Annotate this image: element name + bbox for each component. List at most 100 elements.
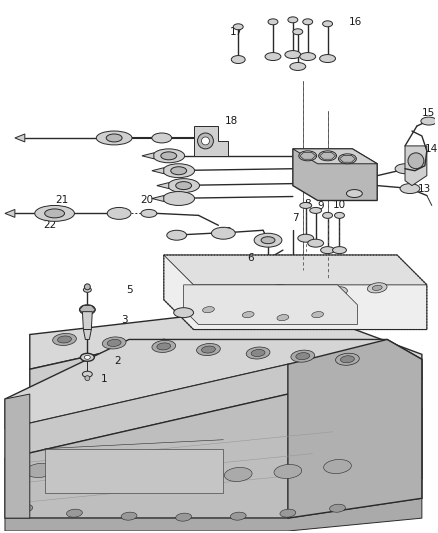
Ellipse shape: [254, 233, 282, 247]
Ellipse shape: [121, 512, 137, 520]
Ellipse shape: [421, 117, 437, 125]
Text: 5: 5: [126, 285, 132, 295]
Polygon shape: [5, 209, 15, 217]
Bar: [45, 449, 223, 494]
Text: 22: 22: [43, 220, 56, 230]
Ellipse shape: [107, 207, 131, 220]
Text: 15: 15: [422, 108, 435, 118]
Ellipse shape: [125, 470, 153, 483]
Ellipse shape: [163, 191, 194, 205]
Polygon shape: [164, 255, 427, 329]
Ellipse shape: [296, 353, 310, 360]
Ellipse shape: [153, 149, 185, 163]
Polygon shape: [157, 183, 169, 189]
Ellipse shape: [310, 207, 321, 213]
Ellipse shape: [395, 164, 415, 174]
Ellipse shape: [290, 62, 306, 70]
Polygon shape: [164, 255, 427, 285]
Polygon shape: [5, 340, 422, 429]
Ellipse shape: [299, 151, 317, 161]
Ellipse shape: [176, 513, 191, 521]
Text: 12: 12: [408, 161, 421, 171]
Ellipse shape: [212, 227, 235, 239]
Ellipse shape: [197, 343, 220, 356]
Ellipse shape: [268, 19, 278, 25]
Ellipse shape: [336, 353, 359, 365]
Text: 14: 14: [425, 144, 438, 154]
Ellipse shape: [175, 470, 202, 483]
Polygon shape: [405, 146, 427, 185]
Polygon shape: [339, 155, 355, 162]
Ellipse shape: [96, 131, 132, 145]
Ellipse shape: [152, 341, 176, 352]
Text: 1: 1: [101, 374, 108, 384]
Ellipse shape: [57, 336, 71, 343]
Ellipse shape: [79, 305, 95, 314]
Ellipse shape: [53, 334, 76, 345]
Polygon shape: [293, 149, 377, 200]
Ellipse shape: [291, 350, 314, 362]
Ellipse shape: [167, 230, 187, 240]
Text: 21: 21: [55, 196, 68, 206]
Ellipse shape: [273, 287, 283, 293]
Ellipse shape: [157, 343, 171, 350]
Ellipse shape: [321, 247, 335, 254]
Circle shape: [85, 284, 90, 290]
Ellipse shape: [82, 371, 92, 377]
Ellipse shape: [328, 287, 347, 297]
Ellipse shape: [324, 459, 351, 473]
Ellipse shape: [174, 308, 194, 318]
Ellipse shape: [246, 347, 270, 359]
Text: 2: 2: [114, 356, 120, 366]
Text: 11: 11: [354, 188, 367, 198]
Ellipse shape: [288, 17, 298, 23]
Ellipse shape: [67, 509, 82, 517]
Ellipse shape: [168, 179, 200, 192]
Polygon shape: [5, 394, 422, 518]
Polygon shape: [288, 340, 422, 518]
Ellipse shape: [280, 509, 296, 517]
Ellipse shape: [308, 239, 324, 247]
Polygon shape: [300, 152, 316, 159]
Text: 10: 10: [333, 200, 346, 211]
Ellipse shape: [171, 167, 187, 175]
Polygon shape: [79, 305, 95, 314]
Polygon shape: [320, 152, 336, 159]
Text: 9: 9: [317, 201, 324, 212]
Circle shape: [408, 153, 424, 169]
Ellipse shape: [320, 54, 336, 62]
Circle shape: [198, 133, 213, 149]
Ellipse shape: [268, 285, 288, 295]
Ellipse shape: [339, 154, 357, 164]
Ellipse shape: [298, 234, 314, 242]
Polygon shape: [83, 329, 92, 340]
Polygon shape: [15, 134, 25, 142]
Text: 19: 19: [220, 227, 233, 237]
Polygon shape: [142, 153, 154, 159]
Ellipse shape: [293, 29, 303, 35]
Polygon shape: [5, 364, 422, 458]
Text: 17: 17: [230, 27, 243, 37]
Ellipse shape: [202, 306, 214, 313]
Ellipse shape: [102, 337, 126, 349]
Ellipse shape: [83, 287, 92, 292]
Ellipse shape: [230, 512, 246, 520]
Ellipse shape: [265, 53, 281, 61]
Text: 18: 18: [225, 116, 238, 126]
Text: 7: 7: [293, 213, 299, 223]
Ellipse shape: [152, 133, 172, 143]
Text: 6: 6: [247, 253, 254, 263]
Polygon shape: [152, 196, 164, 201]
Polygon shape: [152, 168, 164, 174]
Text: 16: 16: [349, 17, 362, 27]
Ellipse shape: [251, 350, 265, 357]
Ellipse shape: [300, 203, 312, 208]
Text: 13: 13: [418, 183, 431, 193]
Polygon shape: [30, 340, 422, 518]
Ellipse shape: [106, 134, 122, 142]
Ellipse shape: [332, 247, 346, 254]
Ellipse shape: [26, 464, 53, 478]
Ellipse shape: [161, 152, 177, 160]
Ellipse shape: [335, 213, 344, 219]
Ellipse shape: [176, 182, 191, 190]
